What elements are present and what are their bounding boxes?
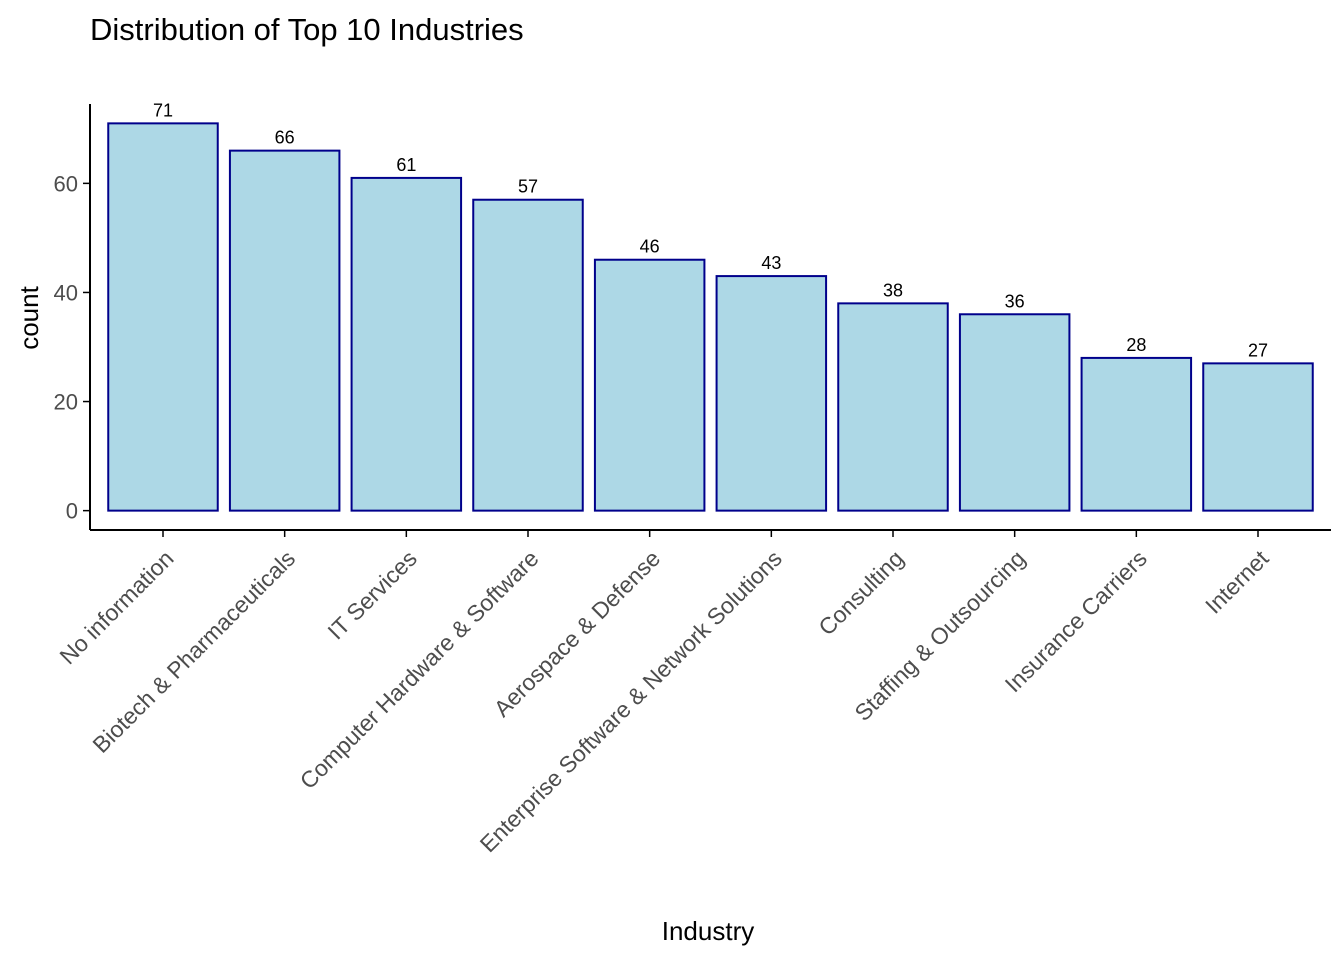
x-tick-label: No information: [54, 545, 178, 669]
data-label: 71: [153, 100, 173, 120]
x-tick-label: Consulting: [813, 545, 908, 640]
data-label: 43: [761, 253, 781, 273]
y-tick-label: 20: [54, 390, 78, 415]
data-label: 28: [1126, 335, 1146, 355]
data-label: 61: [396, 155, 416, 175]
data-label: 57: [518, 177, 538, 197]
bar: [472, 198, 584, 512]
data-label: 46: [640, 237, 660, 257]
data-label: 38: [883, 280, 903, 300]
data-label: 36: [1005, 291, 1025, 311]
data-label: 66: [275, 128, 295, 148]
data-label: 27: [1248, 340, 1268, 360]
y-axis-title: count: [14, 285, 44, 349]
bars-group: [107, 122, 1314, 512]
bar: [350, 176, 463, 512]
x-tick-label: Computer Hardware & Software: [295, 545, 544, 794]
y-tick-label: 0: [66, 499, 78, 524]
x-tick-label: Biotech & Pharmaceuticals: [87, 545, 300, 758]
plot-area: 71 66 61 57 46 43 38 36 28 27: [107, 100, 1314, 512]
bar: [715, 275, 828, 512]
bar: [837, 302, 949, 512]
bar: [1080, 356, 1193, 512]
x-tick-label: Internet: [1200, 545, 1274, 619]
y-axis-ticks: 0 20 40 60: [54, 171, 90, 524]
bar: [107, 122, 219, 512]
y-tick-label: 40: [54, 280, 78, 305]
data-labels-group: 71 66 61 57 46 43 38 36 28 27: [153, 100, 1268, 360]
bar: [228, 149, 341, 512]
x-tick-label: IT Services: [322, 545, 421, 644]
bar: [958, 313, 1071, 512]
bar: [593, 258, 706, 512]
y-tick-label: 60: [54, 171, 78, 196]
x-axis-title: Industry: [662, 916, 755, 946]
bar: [1202, 362, 1314, 512]
chart-title: Distribution of Top 10 Industries: [90, 12, 524, 47]
